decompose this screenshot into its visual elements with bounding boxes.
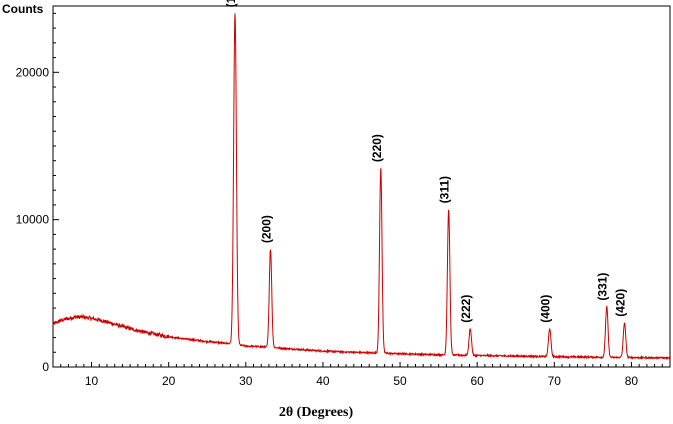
peak-label: (311) bbox=[438, 176, 452, 203]
x-tick-label: 50 bbox=[393, 374, 407, 388]
peak-label: (331) bbox=[596, 273, 610, 301]
y-tick-label: 20000 bbox=[16, 65, 50, 79]
peak-label: (222) bbox=[459, 295, 473, 323]
x-tick-label: 70 bbox=[548, 374, 562, 388]
xrd-pattern-line bbox=[52, 13, 671, 361]
peak-label: (200) bbox=[259, 215, 273, 243]
peak-label: (420) bbox=[613, 289, 627, 317]
x-axis-ticks: 10 20 30 40 50 60 70 80 bbox=[60, 362, 663, 388]
y-tick-label: 0 bbox=[42, 360, 49, 374]
y-axis-label: Counts bbox=[2, 2, 44, 16]
x-axis-title: 2θ (Degrees) bbox=[279, 405, 354, 420]
x-tick-label: 20 bbox=[162, 374, 176, 388]
peak-labels: (111) (200) (220) (311) (222) (400) (331)(420) bbox=[224, 0, 627, 323]
x-tick-label: 10 bbox=[85, 374, 99, 388]
y-axis-ticks: 0 10000 20000 bbox=[16, 12, 59, 374]
x-tick-label: 60 bbox=[471, 374, 485, 388]
x-tick-label: 30 bbox=[239, 374, 253, 388]
peak-label: (400) bbox=[539, 295, 553, 323]
peak-label: (111) bbox=[224, 0, 238, 7]
x-tick-label: 80 bbox=[625, 374, 639, 388]
peak-label: (220) bbox=[370, 134, 384, 162]
plot-frame bbox=[52, 5, 671, 368]
y-tick-label: 10000 bbox=[16, 213, 50, 227]
x-tick-label: 40 bbox=[316, 374, 330, 388]
